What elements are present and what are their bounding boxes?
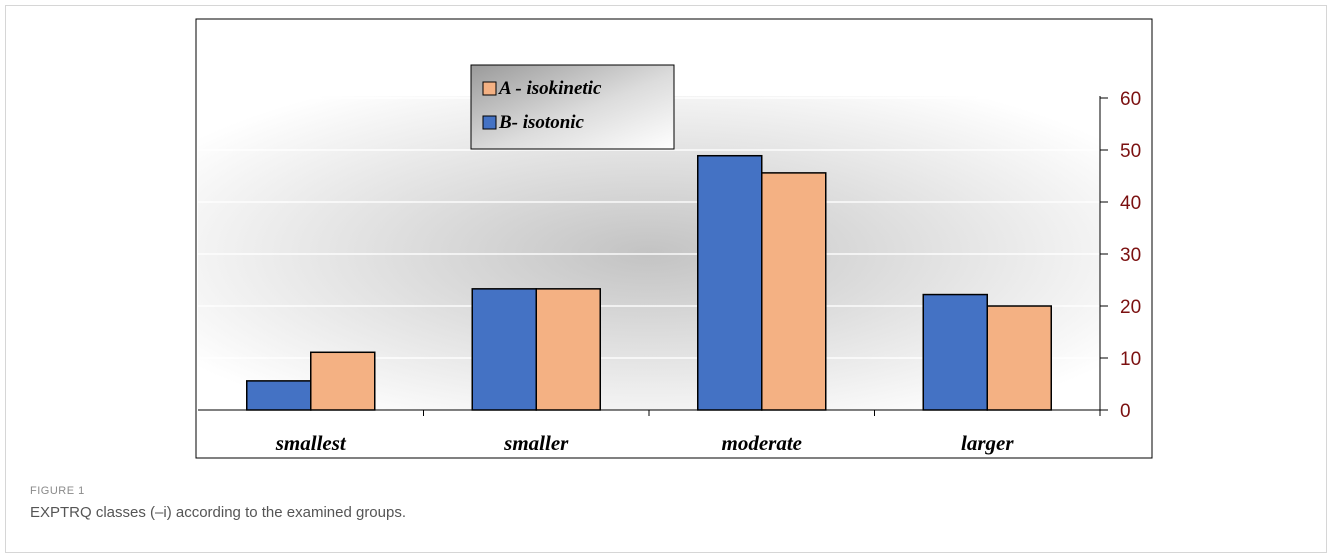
y-tick-label: 30 xyxy=(1120,245,1141,266)
legend-swatch xyxy=(482,81,497,96)
legend-swatch xyxy=(482,115,497,130)
bars xyxy=(246,154,1052,411)
bar xyxy=(986,305,1052,411)
x-tick-label: smallest xyxy=(275,431,347,455)
x-tick-label: moderate xyxy=(722,431,802,455)
y-tick-label: 10 xyxy=(1120,349,1141,370)
axes: smallest smaller moderate larger 0 10 20 30 40 50… xyxy=(198,89,1141,455)
bar xyxy=(922,293,988,411)
bar-chart: smallest smaller moderate larger 0 10 20 30 40 50… xyxy=(195,18,1153,459)
bar xyxy=(310,351,376,411)
bar xyxy=(246,380,312,411)
y-tick-label: 0 xyxy=(1120,401,1131,422)
y-tick-label: 20 xyxy=(1120,297,1141,318)
y-tick-label: 60 xyxy=(1120,89,1141,110)
legend-label: A - isokinetic xyxy=(498,78,602,99)
y-tick-label: 50 xyxy=(1120,141,1141,162)
bar xyxy=(471,288,537,411)
figure-caption: EXPTRQ classes (–i) according to the exa… xyxy=(30,504,407,521)
bar xyxy=(761,172,827,411)
bar xyxy=(697,154,763,411)
legend: A - isokinetic B- isotonic xyxy=(470,64,675,150)
figure-label: FIGURE 1 xyxy=(30,485,85,497)
bar xyxy=(535,288,601,411)
x-tick-label: larger xyxy=(961,431,1014,455)
y-tick-label: 40 xyxy=(1120,193,1141,214)
figure-frame: smallest smaller moderate larger 0 10 20 30 40 50… xyxy=(5,5,1327,553)
legend-label: B- isotonic xyxy=(498,112,585,133)
legend-box xyxy=(470,64,675,150)
x-tick-label: smaller xyxy=(503,431,569,455)
